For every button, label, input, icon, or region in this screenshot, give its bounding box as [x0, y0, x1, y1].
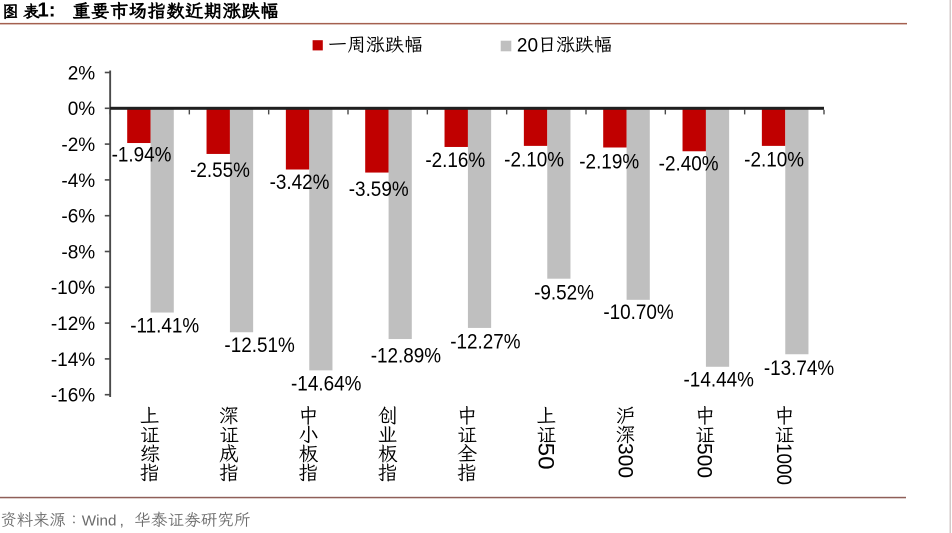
svg-text:-2.10%: -2.10% [504, 149, 564, 172]
svg-text:300: 300 [613, 443, 636, 478]
svg-text:-1.94%: -1.94% [112, 144, 172, 167]
svg-text:-2.10%: -2.10% [744, 148, 804, 171]
svg-text:-12.89%: -12.89% [371, 345, 442, 368]
svg-text:-9.52%: -9.52% [534, 282, 594, 305]
svg-text:-10%: -10% [51, 278, 95, 299]
svg-text:2%: 2% [68, 63, 96, 84]
svg-text:,: , [120, 512, 124, 529]
svg-text:-6%: -6% [61, 207, 95, 228]
svg-text:-12.27%: -12.27% [450, 331, 521, 354]
svg-text:-14.44%: -14.44% [684, 369, 755, 392]
svg-text:-2.19%: -2.19% [579, 150, 639, 173]
svg-text:0%: 0% [68, 99, 96, 120]
svg-text:-14%: -14% [51, 350, 95, 371]
svg-text:50: 50 [534, 443, 559, 470]
svg-text:-12%: -12% [51, 314, 95, 335]
svg-text:1:: 1: [37, 0, 55, 21]
svg-text:-4%: -4% [61, 171, 95, 192]
svg-text:Wind: Wind [82, 512, 117, 529]
svg-text:-8%: -8% [61, 242, 95, 263]
svg-text:-11.41%: -11.41% [130, 315, 199, 338]
svg-text:1000: 1000 [772, 443, 795, 485]
svg-text:20: 20 [517, 36, 538, 57]
svg-text:-13.74%: -13.74% [764, 357, 835, 380]
svg-text:-3.42%: -3.42% [270, 171, 330, 194]
svg-text:-2.16%: -2.16% [425, 149, 485, 172]
svg-text:-3.59%: -3.59% [349, 178, 409, 201]
svg-text:500: 500 [693, 443, 716, 478]
svg-text:-12.51%: -12.51% [224, 334, 295, 357]
svg-text:-14.64%: -14.64% [291, 373, 362, 396]
svg-text:-2.55%: -2.55% [190, 159, 250, 182]
svg-text:-10.70%: -10.70% [603, 301, 674, 324]
svg-text:-2.40%: -2.40% [659, 153, 719, 176]
svg-text:-16%: -16% [51, 386, 95, 407]
svg-text:-2%: -2% [61, 135, 95, 156]
